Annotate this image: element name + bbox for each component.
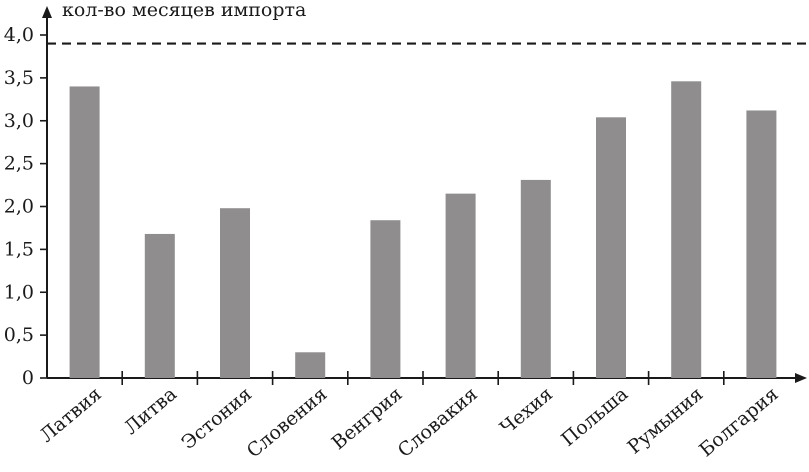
x-tick-label: Чехия bbox=[496, 383, 557, 439]
x-tick-label: Словакия bbox=[394, 383, 482, 462]
bar bbox=[445, 193, 476, 378]
y-tick-label: 1,5 bbox=[4, 238, 34, 260]
y-tick-label: 0 bbox=[22, 367, 34, 389]
y-tick-label: 4,0 bbox=[4, 24, 34, 46]
x-tick-label: Болгария bbox=[695, 383, 782, 461]
x-tick-label: Румыния bbox=[623, 383, 707, 458]
bar bbox=[69, 86, 100, 378]
x-axis-arrow bbox=[795, 373, 807, 383]
bar bbox=[671, 81, 702, 379]
y-tick-label: 2,0 bbox=[4, 196, 34, 218]
bar bbox=[144, 233, 175, 378]
bar bbox=[746, 110, 777, 379]
x-tick-label: Литва bbox=[120, 383, 181, 439]
x-tick-label: Латвия bbox=[36, 383, 106, 447]
x-tick-label: Словения bbox=[243, 383, 332, 462]
bar bbox=[220, 208, 250, 378]
y-axis-arrow bbox=[42, 6, 52, 18]
bar bbox=[520, 179, 551, 378]
bar bbox=[295, 352, 326, 378]
y-axis-title: кол-во месяцев импорта bbox=[62, 0, 306, 21]
y-tick-label: 3,5 bbox=[4, 67, 34, 89]
bar bbox=[370, 220, 401, 378]
y-tick-label: 0,5 bbox=[4, 324, 34, 346]
y-tick-label: 1,0 bbox=[4, 281, 34, 303]
bar bbox=[596, 117, 626, 378]
y-tick-label: 3,0 bbox=[4, 110, 34, 132]
y-tick-label: 2,5 bbox=[4, 153, 34, 175]
x-tick-label: Польша bbox=[557, 383, 632, 451]
